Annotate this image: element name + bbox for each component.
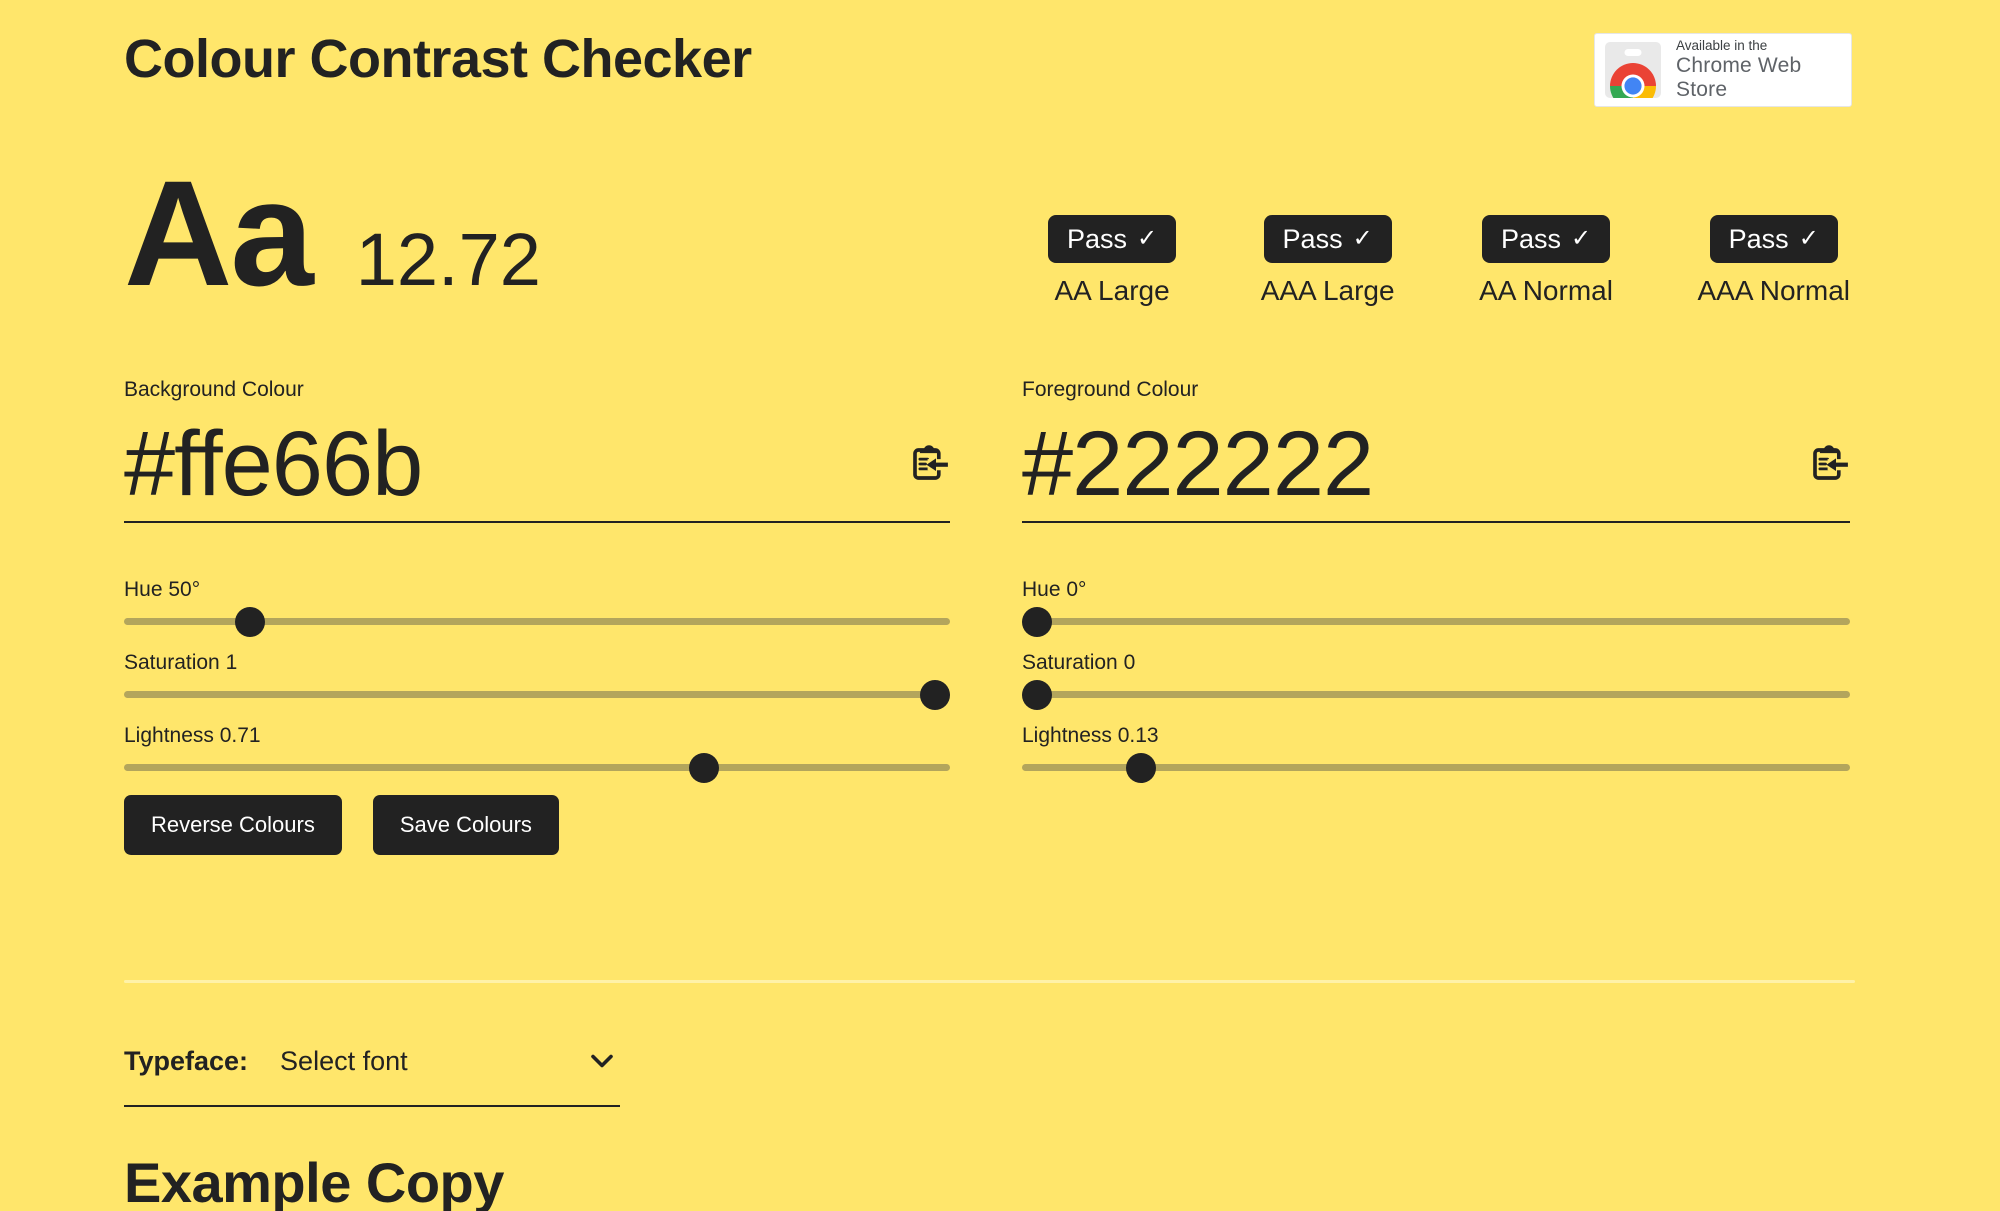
status-badge: Pass ✓ [1709,215,1838,264]
result-label: AA Normal [1479,275,1613,307]
lightness-slider-label: Lightness 0.13 [1022,724,1159,747]
check-icon: ✓ [1137,224,1158,252]
contrast-preview: Aa 12.72 [124,158,541,308]
foreground-saturation-slider-block: Saturation 0 [1022,649,1850,710]
result-label: AAA Normal [1697,275,1850,307]
typeface-label: Typeface: [124,1046,249,1076]
typeface-select[interactable]: Typeface: Select font [124,1046,620,1107]
page-title: Colour Contrast Checker [124,29,752,89]
chrome-web-store-badge[interactable]: Available in the Chrome Web Store [1594,33,1852,107]
chrome-web-store-icon [1605,42,1661,98]
status-text: Pass [1728,224,1789,254]
lightness-slider[interactable] [1022,752,1850,783]
result-aa-normal: Pass ✓ AA Normal [1479,215,1613,307]
save-colours-button[interactable]: Save Colours [372,795,559,855]
saturation-slider-label: Saturation 0 [1022,651,1136,674]
chrome-logo-icon [1610,63,1656,98]
status-text: Pass [1282,224,1343,254]
hue-slider-label: Hue 0° [1022,578,1087,601]
background-hue-slider-block: Hue 50° [124,576,950,637]
background-colour-input[interactable]: #ffe66b [124,412,423,515]
hue-slider[interactable] [124,606,950,637]
section-divider [124,980,1855,983]
typeface-selected-value: Select font [280,1046,408,1076]
status-badge: Pass ✓ [1263,215,1392,264]
lightness-slider-label: Lightness 0.71 [124,724,261,747]
store-badge-line1: Available in the [1676,38,1768,54]
slider-thumb[interactable] [234,606,265,637]
status-text: Pass [1500,224,1561,254]
foreground-colour-label: Foreground Colour [1022,378,1199,401]
paste-icon[interactable] [908,442,950,486]
result-label: AA Large [1054,275,1170,307]
slider-thumb[interactable] [1125,752,1156,783]
status-badge: Pass ✓ [1048,215,1177,264]
background-saturation-slider-block: Saturation 1 [124,649,950,710]
slider-thumb[interactable] [689,752,720,783]
contrast-sample-text: Aa [124,149,314,317]
contrast-ratio-value: 12.72 [355,218,541,301]
background-colour-label: Background Colour [124,378,304,401]
store-badge-line2: Chrome Web Store [1676,53,1802,101]
result-aa-large: Pass ✓ AA Large [1048,215,1177,307]
check-icon: ✓ [1798,224,1819,252]
foreground-hue-slider-block: Hue 0° [1022,576,1850,637]
slider-thumb[interactable] [1022,679,1052,710]
status-badge: Pass ✓ [1481,215,1611,264]
hue-slider-label: Hue 50° [124,578,201,601]
wcag-results: Pass ✓ AA Large Pass ✓ AAA Large Pass ✓ … [1048,215,1850,307]
foreground-sliders: Hue 0° Saturation 0 Lightness 0.13 [1022,576,1850,783]
saturation-slider-label: Saturation 1 [124,651,238,674]
background-colour-field: #ffe66b [124,407,950,523]
store-badge-text: Available in the Chrome Web Store [1676,38,1837,102]
hue-slider[interactable] [1022,606,1850,637]
background-sliders: Hue 50° Saturation 1 Lightness 0.71 [124,576,950,783]
check-icon: ✓ [1570,224,1592,252]
paste-icon[interactable] [1808,442,1850,486]
foreground-colour-section: Foreground Colour #222222 Hue 0° [1022,376,1850,795]
example-copy-heading: Example Copy [124,1151,504,1211]
slider-thumb[interactable] [920,679,950,710]
lightness-slider[interactable] [124,752,950,783]
foreground-colour-input[interactable]: #222222 [1022,412,1374,515]
slider-thumb[interactable] [1022,606,1052,637]
bag-handle [1624,49,1642,56]
saturation-slider[interactable] [124,679,950,710]
foreground-lightness-slider-block: Lightness 0.13 [1022,722,1850,783]
saturation-slider[interactable] [1022,679,1850,710]
result-aaa-normal: Pass ✓ AAA Normal [1697,215,1850,307]
check-icon: ✓ [1352,224,1373,252]
background-lightness-slider-block: Lightness 0.71 [124,722,950,783]
status-text: Pass [1067,224,1128,254]
result-label: AAA Large [1260,275,1395,307]
result-aaa-large: Pass ✓ AAA Large [1261,215,1395,307]
background-colour-section: Background Colour #ffe66b Hue 50° [124,376,950,855]
reverse-colours-button[interactable]: Reverse Colours [124,795,342,855]
colour-actions: Reverse Colours Save Colours [124,795,950,855]
foreground-colour-field: #222222 [1022,407,1850,523]
chevron-down-icon [591,1054,613,1068]
